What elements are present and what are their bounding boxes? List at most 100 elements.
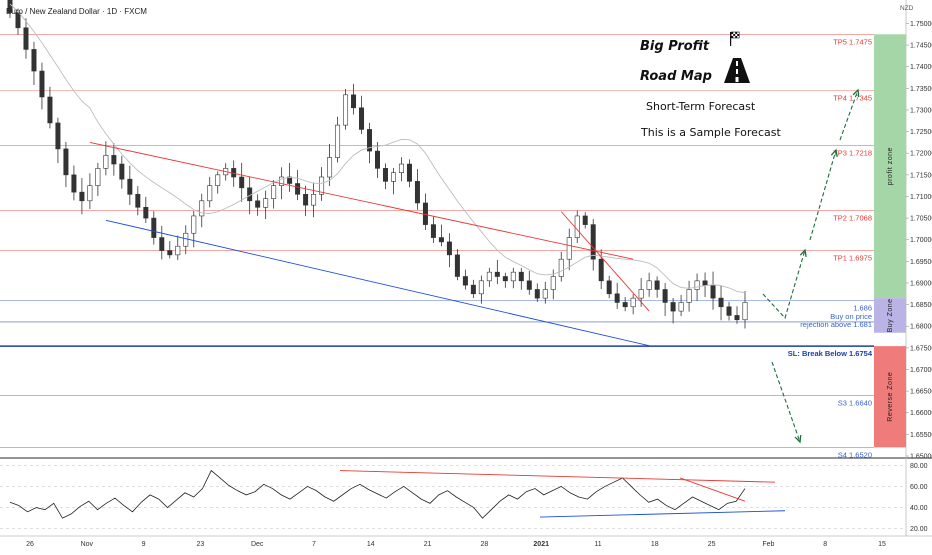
candle-body <box>80 192 84 201</box>
candle-body <box>144 207 148 218</box>
time-tick-label: 11 <box>594 541 601 548</box>
candle-body <box>327 158 331 177</box>
candle-body <box>391 173 395 182</box>
time-tick-label: 28 <box>481 541 489 548</box>
candle-body <box>88 186 92 201</box>
candle-body <box>663 289 667 302</box>
candle-body <box>551 276 555 289</box>
level-label: TP4 1.7345 <box>833 94 872 103</box>
candle-body <box>32 49 36 71</box>
price-tick-label: 1.68000 <box>910 324 932 331</box>
candle-body <box>591 225 595 260</box>
time-tick-label: 9 <box>142 541 146 548</box>
zone-label: Reverse Zone <box>887 372 894 422</box>
candle-body <box>743 302 747 319</box>
candle-body <box>383 168 387 181</box>
price-tick-label: 1.70500 <box>910 216 932 223</box>
candle-body <box>136 194 140 207</box>
candle-body <box>607 281 611 294</box>
candle-body <box>575 216 579 238</box>
candle-body <box>40 71 44 97</box>
candle-body <box>239 177 243 188</box>
time-tick-label: 18 <box>651 541 659 548</box>
candle-body <box>271 186 275 199</box>
level-label: S4 1.6520 <box>838 450 872 459</box>
candle-body <box>343 95 347 125</box>
rsi-support-line <box>540 511 785 517</box>
forecast-arrow-down <box>772 362 800 442</box>
forecast-arrow-tp1 <box>763 250 805 318</box>
headline-short-term: Short-Term Forecast <box>646 100 756 113</box>
level-label: S3 1.6640 <box>838 398 872 407</box>
candle-body <box>415 181 419 203</box>
candle-body <box>639 289 643 298</box>
zone-label: profit zone <box>887 147 894 185</box>
symbol-title: Euro / New Zealand Dollar · 1D · FXCM <box>6 7 147 16</box>
time-tick-label: 15 <box>878 541 886 548</box>
level-label: TP1 1.6975 <box>833 254 872 263</box>
candle-body <box>192 216 196 233</box>
price-tick-label: 1.73500 <box>910 86 932 93</box>
price-tick-label: 1.74500 <box>910 43 932 50</box>
level-label: TP3 1.7218 <box>833 148 872 157</box>
candle-body <box>48 97 52 123</box>
candle-body <box>431 225 435 238</box>
levels-layer: TP5 1.7475 TP4 1.7345 TP3 1.7218 TP2 1.7068… <box>0 34 874 459</box>
price-tick-label: 1.74000 <box>910 64 932 71</box>
rsi-layer: 80.00 60.00 40.00 20.00 <box>0 463 928 533</box>
candle-body <box>615 294 619 303</box>
candle-body <box>208 186 212 201</box>
drawings-layer <box>90 90 859 442</box>
candle-body <box>216 175 220 186</box>
candle-body <box>160 238 164 251</box>
candle-body <box>503 276 507 280</box>
price-tick-label: 1.65500 <box>910 432 932 439</box>
headline-big-profit: Big Profit <box>640 39 710 54</box>
candle-body <box>519 272 523 281</box>
candles-layer <box>8 0 747 329</box>
candle-body <box>487 272 491 281</box>
candle-body <box>184 233 188 246</box>
road-icon <box>724 58 750 83</box>
headline-road-map: Road Map <box>640 69 712 84</box>
candle-body <box>351 95 355 108</box>
candle-body <box>703 281 707 285</box>
candle-body <box>559 259 563 276</box>
time-tick-label: 21 <box>424 541 432 548</box>
checkered-flag-icon <box>730 32 739 46</box>
candle-body <box>303 194 307 205</box>
candle-body <box>695 281 699 290</box>
candle-body <box>359 108 363 130</box>
rsi-tick-label: 60.00 <box>910 484 928 491</box>
candle-body <box>527 281 531 290</box>
price-tick-label: 1.73000 <box>910 107 932 114</box>
candle-body <box>495 272 499 276</box>
candle-body <box>447 242 451 255</box>
level-label: TP5 1.7475 <box>833 37 872 46</box>
time-tick-label: Feb <box>762 541 774 548</box>
price-tick-label: 1.69000 <box>910 280 932 287</box>
time-tick-label: Dec <box>251 541 264 548</box>
currency-label: NZD <box>900 5 914 12</box>
candle-body <box>687 289 691 302</box>
candle-body <box>479 281 483 294</box>
buy-label-line2: rejection above 1.681 <box>800 320 872 329</box>
candle-body <box>56 123 60 149</box>
resistance-trendline <box>90 142 633 259</box>
candle-body <box>455 255 459 277</box>
time-tick-label: 2021 <box>533 541 549 548</box>
price-tick-label: 1.66000 <box>910 410 932 417</box>
price-tick-label: 1.71500 <box>910 172 932 179</box>
price-tick-label: 1.75000 <box>910 21 932 28</box>
candle-body <box>72 175 76 192</box>
rsi-tick-label: 20.00 <box>910 526 928 533</box>
candle-body <box>679 302 683 311</box>
forecast-arrow-tp1-head <box>800 250 806 257</box>
candle-body <box>567 238 571 260</box>
forecast-arrow-tp3 <box>810 150 836 240</box>
candle-body <box>647 281 651 290</box>
candle-body <box>311 194 315 205</box>
candle-body <box>399 164 403 173</box>
